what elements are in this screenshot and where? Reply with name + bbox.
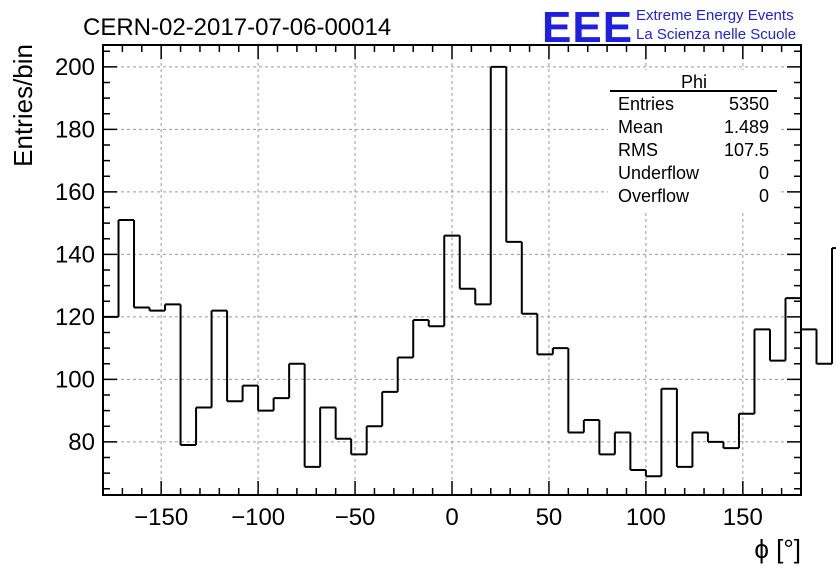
histogram-bin — [660, 387, 677, 477]
stats-row-value: 0 — [759, 186, 769, 206]
eee-logo: EEE Extreme Energy Events La Scienza nel… — [542, 3, 796, 52]
histogram-bin — [520, 241, 538, 315]
stats-row-value: 5350 — [729, 94, 769, 114]
axes — [102, 44, 802, 496]
x-tick-label: −150 — [134, 504, 188, 531]
histogram-bin — [800, 298, 817, 331]
histogram-bin — [753, 328, 770, 414]
histogram-bin — [319, 406, 336, 467]
histogram-bin — [381, 390, 398, 427]
y-axis-label: Entries/bin — [8, 44, 38, 167]
histogram-bin — [117, 219, 135, 317]
stats-row-label: Entries — [618, 94, 674, 114]
histogram-bin — [629, 432, 646, 471]
histogram-bin — [164, 303, 181, 311]
histogram-bin — [582, 419, 600, 433]
histogram-bin — [195, 406, 212, 445]
stats-row-value: 0 — [759, 163, 769, 183]
stats-row-label: Underflow — [618, 163, 700, 183]
histogram-bin — [768, 329, 786, 362]
histogram-bin — [613, 431, 631, 455]
histogram-bin — [133, 220, 150, 309]
y-tick-label: 120 — [55, 304, 95, 331]
histogram-bin — [722, 441, 739, 450]
histogram-bin — [412, 319, 429, 358]
histogram-bin — [257, 385, 274, 412]
eee-logo-text: EEE — [542, 3, 633, 52]
y-tick-label: 200 — [55, 54, 95, 81]
x-tick-label: −100 — [231, 504, 285, 531]
x-tick-label: 150 — [723, 504, 763, 531]
histogram-bin — [226, 310, 243, 403]
histogram-bin — [598, 420, 615, 456]
run-title: CERN-02-2017-07-06-00014 — [83, 14, 391, 41]
x-axis-label: ϕ [°] — [754, 534, 801, 564]
histogram-bin — [567, 348, 584, 434]
histogram-bin — [706, 432, 724, 443]
histogram-bin — [334, 407, 352, 440]
histogram-bin — [427, 320, 445, 328]
stats-title: Phi — [681, 72, 707, 92]
histogram-bin — [551, 347, 569, 355]
histogram-bin — [489, 65, 507, 305]
histogram-bin — [396, 356, 414, 392]
x-tick-label: 100 — [626, 504, 666, 531]
x-tick-label: 0 — [445, 504, 458, 531]
histogram-bin — [505, 66, 522, 243]
histogram-bin — [831, 247, 836, 364]
histogram-bin — [288, 362, 305, 399]
histogram-bin — [644, 470, 662, 478]
histogram-bars — [102, 65, 836, 495]
stats-row-label: Overflow — [618, 186, 690, 206]
y-tick-label: 80 — [68, 429, 95, 456]
stats-row-value: 107.5 — [724, 140, 769, 160]
histogram-bin — [815, 329, 833, 365]
stats-row-label: Mean — [618, 117, 663, 137]
tick-labels: −150 −100 −50 0 50 100 150 80 100 120 140 160 180 200 — [55, 54, 763, 531]
stats-rows: Entries 5350 Mean 1.489 RMS 107.5 Underflow 0 Ov… — [618, 94, 769, 206]
histogram-bin — [102, 315, 119, 495]
histogram-bin — [303, 363, 321, 468]
histogram-bin — [241, 384, 259, 402]
histogram-bin — [350, 438, 367, 456]
y-tick-label: 100 — [55, 366, 95, 393]
histogram-bin — [148, 307, 166, 312]
histogram-bin — [536, 313, 553, 356]
y-tick-label: 160 — [55, 179, 95, 206]
histogram-bin — [675, 388, 693, 468]
x-tick-label: 50 — [536, 504, 563, 531]
x-tick-label: −50 — [335, 504, 376, 531]
histogram-bin — [474, 288, 491, 306]
histogram-bin — [737, 412, 755, 449]
y-tick-label: 140 — [55, 241, 95, 268]
y-tick-label: 180 — [55, 116, 95, 143]
eee-logo-line1: Extreme Energy Events — [636, 7, 794, 24]
histogram-bin — [210, 309, 228, 408]
histogram-bin — [365, 425, 383, 455]
stats-box-background — [608, 70, 778, 210]
stats-row-label: RMS — [618, 140, 658, 160]
histogram-bin — [784, 297, 801, 361]
histogram-bin — [458, 235, 476, 290]
histogram-bin — [179, 304, 197, 446]
stats-row-value: 1.489 — [724, 117, 769, 137]
stats-box: Phi Entries 5350 Mean 1.489 RMS 107.5 Underflo… — [608, 70, 778, 210]
histogram-bin — [443, 234, 460, 327]
eee-logo-line2: La Scienza nelle Scuole — [636, 26, 796, 43]
histogram-bin — [272, 397, 290, 411]
histogram-bin — [691, 431, 708, 467]
